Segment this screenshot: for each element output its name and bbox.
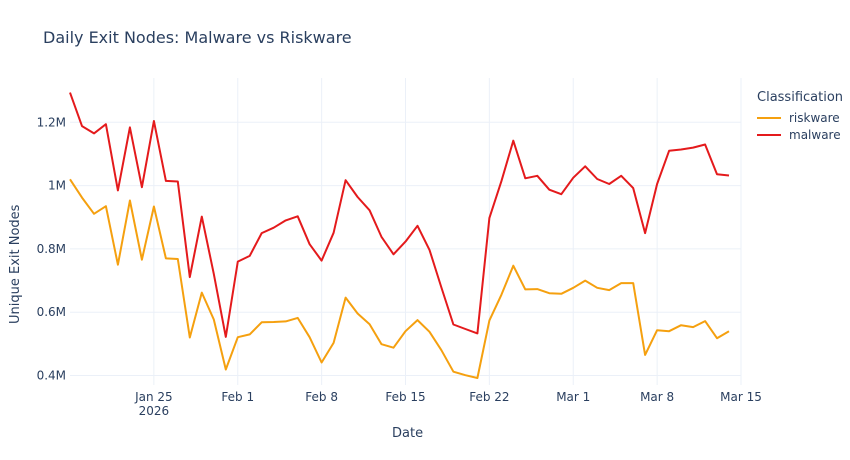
y-tick-label: 1.2M xyxy=(37,115,66,129)
legend-label-malware: malware xyxy=(789,127,841,142)
series-line-riskware xyxy=(69,178,730,379)
y-axis-label: Unique Exit Nodes xyxy=(8,204,23,324)
x-tick-label: Feb 15 xyxy=(385,390,425,404)
chart-title: Daily Exit Nodes: Malware vs Riskware xyxy=(43,28,352,47)
x-tick-label: Mar 15 xyxy=(720,390,762,404)
legend-title: Classification xyxy=(757,90,844,105)
grid-lines xyxy=(70,78,742,385)
legend-item-riskware[interactable]: riskware xyxy=(757,109,843,126)
x-tick-label: Jan 25 xyxy=(134,390,173,404)
x-tick-label: Feb 1 xyxy=(221,390,254,404)
x-tick-label: Feb 8 xyxy=(305,390,338,404)
y-tick-label: 1M xyxy=(48,179,66,193)
x-tick-label: Mar 8 xyxy=(640,390,674,404)
legend-swatch-malware xyxy=(757,133,781,136)
x-tick-label: Feb 22 xyxy=(469,390,509,404)
legend-label-riskware: riskware xyxy=(789,110,840,125)
y-tick-label: 0.4M xyxy=(37,369,66,383)
x-tick-sublabel: 2026 xyxy=(139,404,170,418)
series-lines xyxy=(69,92,730,379)
y-tick-label: 0.8M xyxy=(37,242,66,256)
legend[interactable]: Classification riskware malware xyxy=(757,90,843,143)
x-axis-label: Date xyxy=(392,426,424,441)
series-line-malware xyxy=(69,92,730,338)
y-tick-label: 0.6M xyxy=(37,305,66,319)
legend-item-malware[interactable]: malware xyxy=(757,126,843,143)
legend-swatch-riskware xyxy=(757,116,781,119)
x-tick-label: Mar 1 xyxy=(556,390,590,404)
y-axis-ticks: 0.4M 0.6M 0.8M 1M 1.2M xyxy=(37,115,66,382)
